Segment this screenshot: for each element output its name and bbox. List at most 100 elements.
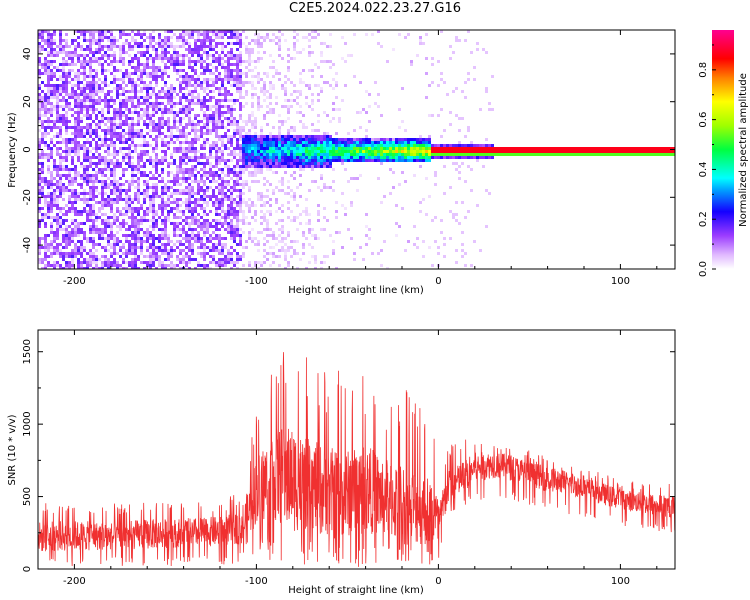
heatmap-cell bbox=[92, 261, 95, 264]
heatmap-cell bbox=[290, 153, 293, 156]
heatmap-cell bbox=[218, 63, 221, 66]
heatmap-cell bbox=[230, 258, 233, 261]
heatmap-cell bbox=[173, 180, 176, 183]
heatmap-cell bbox=[77, 78, 80, 81]
heatmap-cell bbox=[203, 30, 206, 33]
heatmap-cell bbox=[50, 63, 53, 66]
heatmap-cell bbox=[113, 120, 116, 123]
heatmap-cell bbox=[308, 51, 311, 54]
heatmap-cell bbox=[329, 147, 332, 150]
heatmap-cell bbox=[140, 171, 143, 174]
heatmap-cell bbox=[200, 198, 203, 201]
heatmap-cell bbox=[191, 75, 194, 78]
heatmap-cell bbox=[134, 123, 137, 126]
heatmap-cell bbox=[380, 201, 383, 204]
heatmap-cell bbox=[254, 171, 257, 174]
heatmap-cell bbox=[71, 63, 74, 66]
heatmap-cell bbox=[38, 60, 41, 63]
heatmap-cell bbox=[263, 147, 266, 150]
heatmap-cell bbox=[239, 147, 242, 150]
heatmap-cell bbox=[113, 213, 116, 216]
heatmap-cell bbox=[38, 117, 41, 120]
heatmap-cell bbox=[116, 201, 119, 204]
heatmap-cell bbox=[209, 39, 212, 42]
heatmap-cell bbox=[227, 99, 230, 102]
heatmap-cell bbox=[161, 180, 164, 183]
heatmap-cell bbox=[293, 42, 296, 45]
heatmap-cell bbox=[41, 138, 44, 141]
heatmap-cell bbox=[74, 147, 77, 150]
heatmap-cell bbox=[305, 84, 308, 87]
heatmap-cell bbox=[290, 210, 293, 213]
heatmap-cell bbox=[407, 141, 410, 144]
heatmap-cell bbox=[92, 105, 95, 108]
heatmap-cell bbox=[134, 84, 137, 87]
heatmap-cell bbox=[239, 96, 242, 99]
heatmap-cell bbox=[404, 150, 407, 153]
heatmap-cell bbox=[389, 147, 392, 150]
heatmap-cell bbox=[278, 114, 281, 117]
heatmap-cell bbox=[296, 90, 299, 93]
heatmap-cell bbox=[365, 147, 368, 150]
heatmap-cell bbox=[83, 105, 86, 108]
heatmap-cell bbox=[131, 174, 134, 177]
heatmap-cell bbox=[122, 159, 125, 162]
heatmap-cell bbox=[38, 120, 41, 123]
heatmap-cell bbox=[131, 99, 134, 102]
heatmap-cell bbox=[131, 78, 134, 81]
heatmap-cell bbox=[266, 228, 269, 231]
heatmap-cell bbox=[77, 42, 80, 45]
heatmap-cell bbox=[164, 153, 167, 156]
heatmap-cell bbox=[134, 72, 137, 75]
heatmap-cell bbox=[134, 111, 137, 114]
heatmap-cell bbox=[398, 144, 401, 147]
heatmap-cell bbox=[56, 213, 59, 216]
heatmap-cell bbox=[443, 129, 446, 132]
heatmap-cell bbox=[212, 258, 215, 261]
heatmap-cell bbox=[104, 168, 107, 171]
heatmap-cell bbox=[101, 246, 104, 249]
heatmap-cell bbox=[149, 36, 152, 39]
heatmap-cell bbox=[227, 225, 230, 228]
heatmap-cell bbox=[215, 222, 218, 225]
heatmap-cell bbox=[266, 96, 269, 99]
heatmap-cell bbox=[269, 234, 272, 237]
heatmap-cell bbox=[257, 240, 260, 243]
heatmap-cell bbox=[206, 240, 209, 243]
heatmap-cell bbox=[62, 219, 65, 222]
heatmap-cell bbox=[86, 258, 89, 261]
heatmap-cell bbox=[356, 144, 359, 147]
heatmap-cell bbox=[272, 87, 275, 90]
heatmap-cell bbox=[53, 231, 56, 234]
heatmap-cell bbox=[194, 192, 197, 195]
heatmap-cell bbox=[440, 156, 443, 159]
heatmap-cell bbox=[389, 168, 392, 171]
heatmap-cell bbox=[185, 105, 188, 108]
heatmap-cell bbox=[89, 60, 92, 63]
heatmap-cell bbox=[416, 246, 419, 249]
heatmap-cell bbox=[215, 75, 218, 78]
heatmap-cell bbox=[197, 183, 200, 186]
heatmap-cell bbox=[218, 99, 221, 102]
heatmap-cell bbox=[239, 102, 242, 105]
heatmap-cell bbox=[170, 252, 173, 255]
heatmap-cell bbox=[425, 150, 428, 153]
heatmap-cell bbox=[56, 126, 59, 129]
heatmap-cell bbox=[143, 162, 146, 165]
heatmap-cell bbox=[209, 162, 212, 165]
heatmap-cell bbox=[455, 150, 458, 153]
heatmap-cell bbox=[110, 123, 113, 126]
heatmap-cell bbox=[344, 159, 347, 162]
heatmap-cell bbox=[308, 231, 311, 234]
heatmap-cell bbox=[341, 36, 344, 39]
heatmap-cell bbox=[284, 237, 287, 240]
heatmap-cell bbox=[59, 141, 62, 144]
heatmap-cell bbox=[179, 222, 182, 225]
heatmap-cell bbox=[158, 234, 161, 237]
heatmap-cell bbox=[128, 111, 131, 114]
heatmap-cell bbox=[218, 87, 221, 90]
heatmap-cell bbox=[191, 249, 194, 252]
heatmap-cell bbox=[110, 189, 113, 192]
heatmap-cell bbox=[47, 144, 50, 147]
heatmap-cell bbox=[455, 87, 458, 90]
